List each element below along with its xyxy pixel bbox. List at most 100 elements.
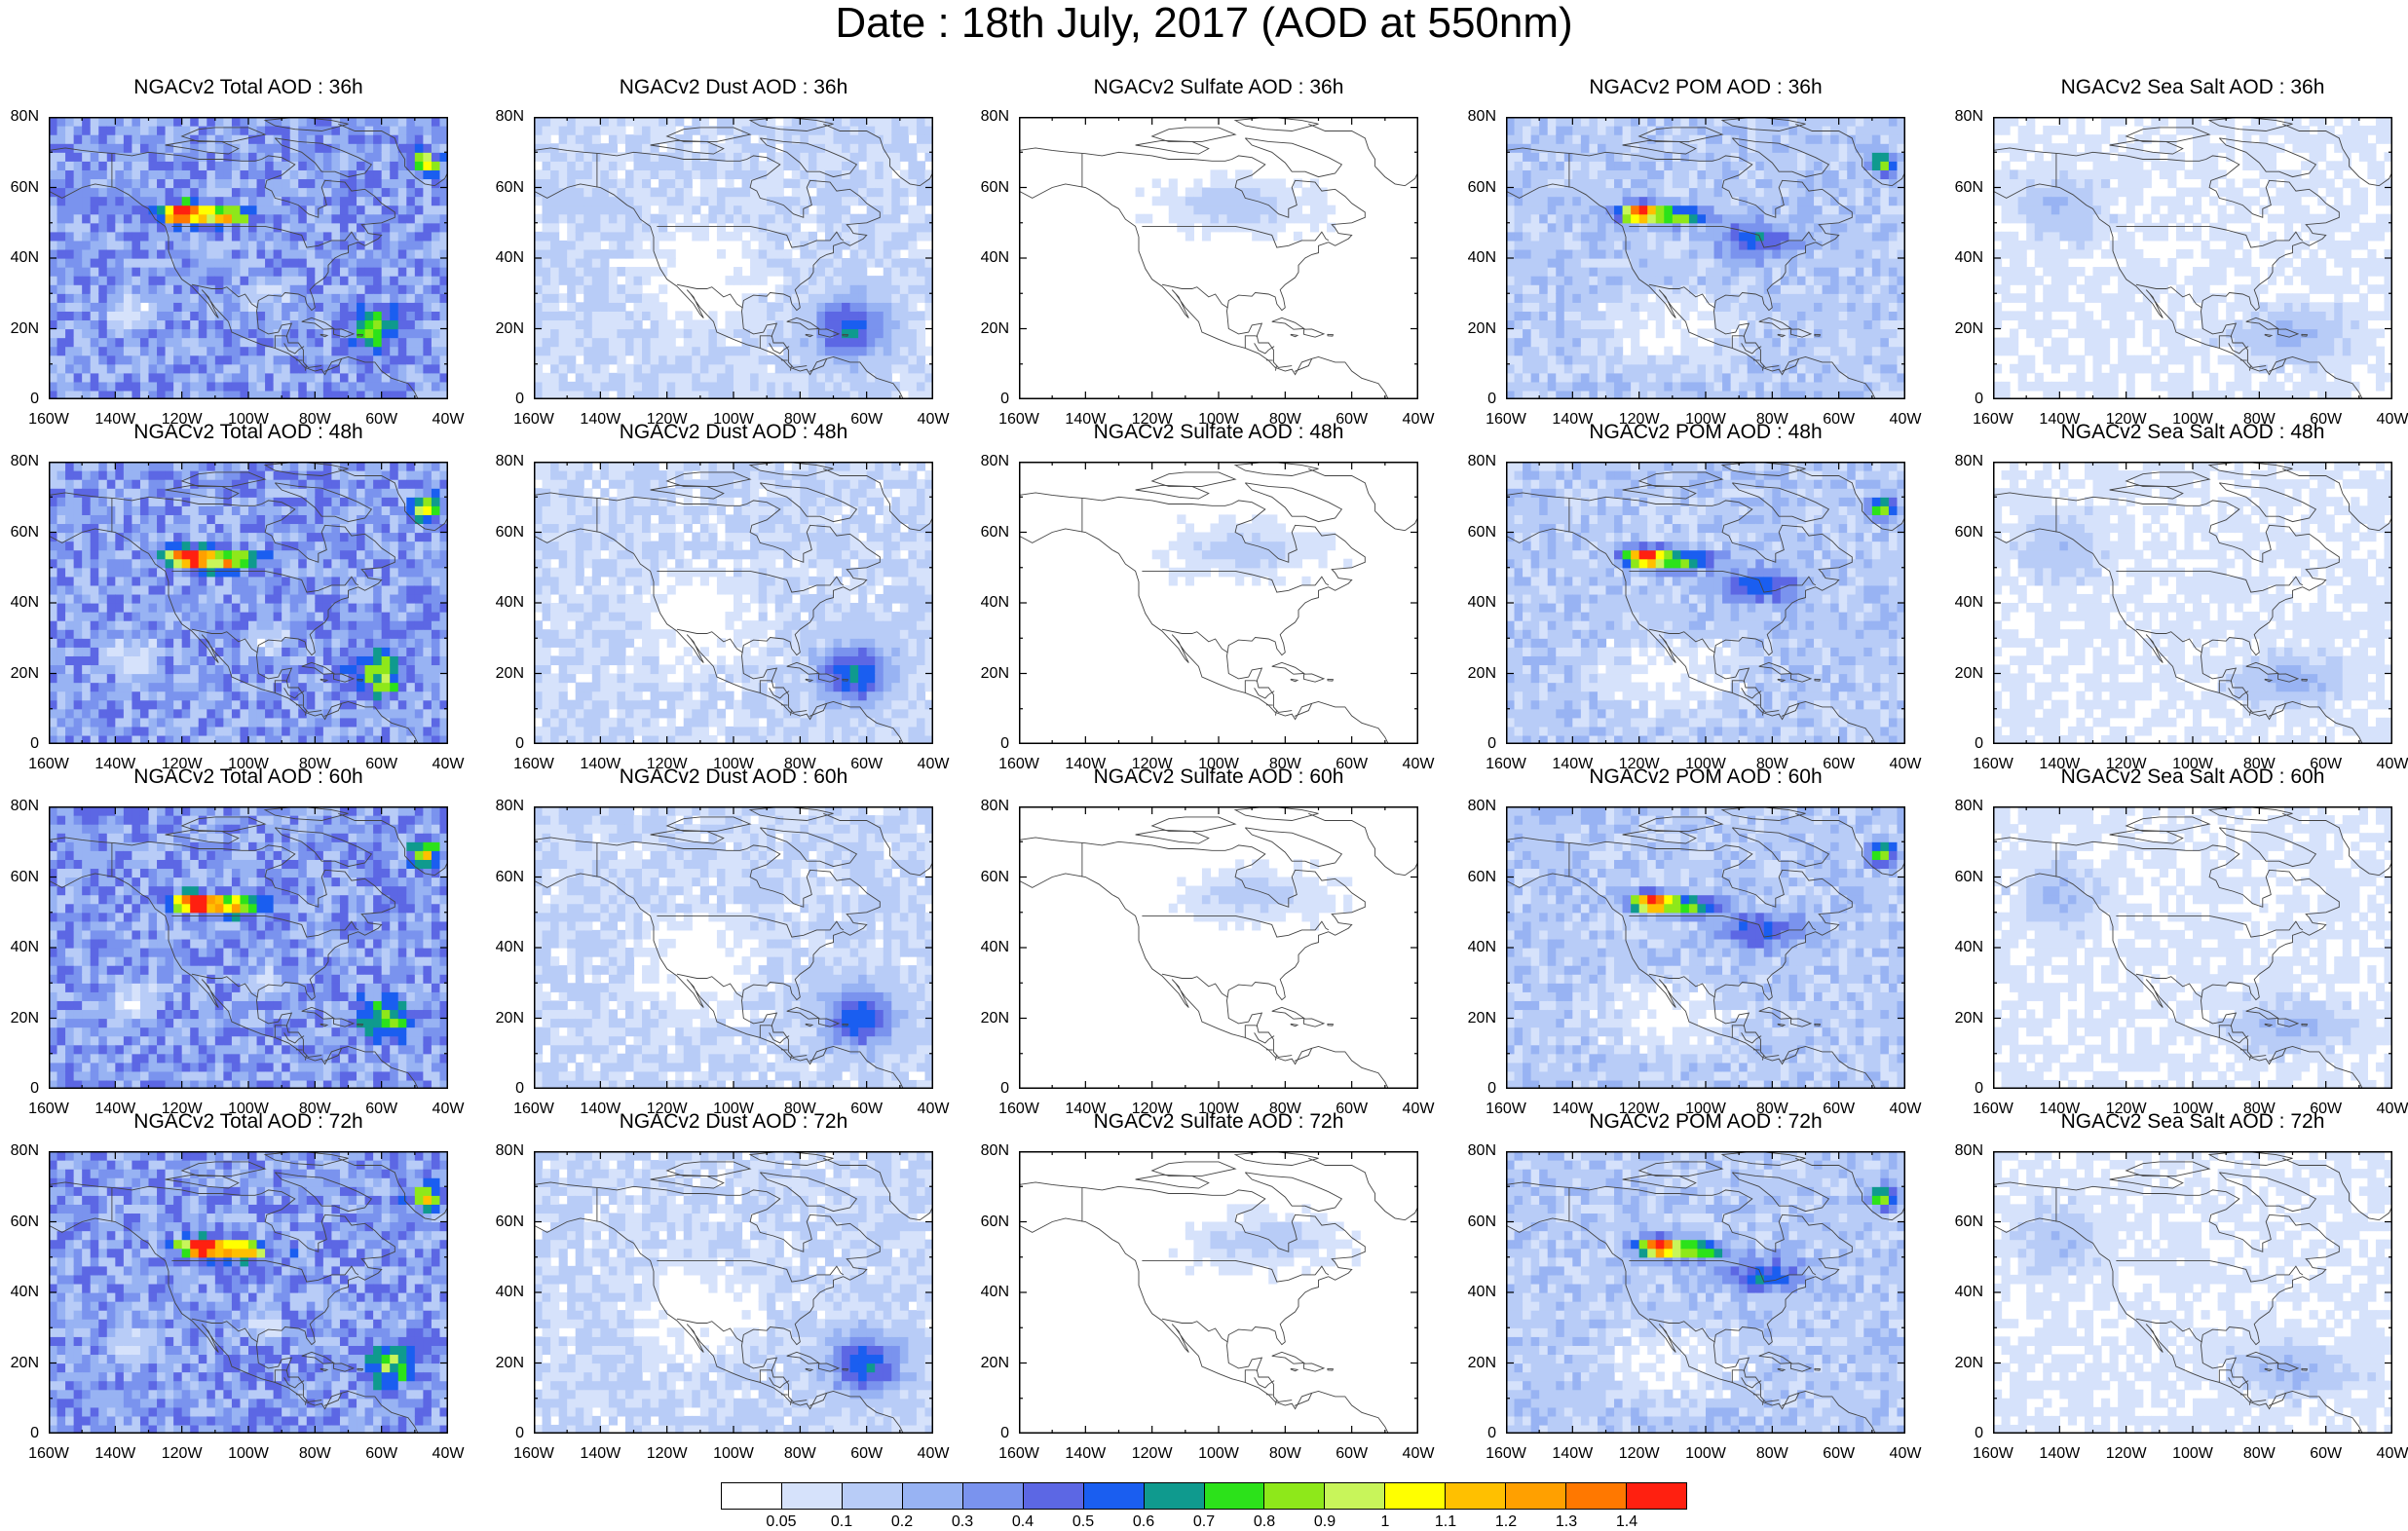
lon-tick-label: 160W: [1964, 1101, 2022, 1118]
lon-tick-label: 60W: [838, 1101, 896, 1118]
aod-field: [1168, 859, 1353, 931]
lat-tick-label: 40N: [1935, 249, 1983, 267]
lon-tick-label: 120W: [153, 756, 211, 773]
lon-tick-label: 60W: [353, 411, 411, 429]
lat-tick-label: 40N: [475, 594, 524, 612]
lon-tick-label: 100W: [219, 756, 278, 773]
lat-tick-label: 60N: [475, 524, 524, 541]
lon-tick-label: 60W: [353, 756, 411, 773]
lat-tick-label: 40N: [1935, 594, 1983, 612]
map-panel-seasalt-60h: NGACv2 Sea Salt AOD : 60h 80N 60N 40N 20N 0 16…: [1955, 766, 2408, 1117]
lat-tick-label: 40N: [0, 594, 39, 612]
colorbar-swatch: [1203, 1482, 1264, 1510]
lon-tick-label: 160W: [1477, 411, 1535, 429]
lon-tick-label: 40W: [1876, 1101, 1935, 1118]
panel-title: NGACv2 Sea Salt AOD : 36h: [1993, 76, 2392, 99]
coastlines: [1019, 462, 1418, 744]
lat-tick-label: 60N: [475, 869, 524, 886]
lon-tick-label: 60W: [1323, 411, 1381, 429]
lon-tick-label: 60W: [2297, 1445, 2355, 1463]
lon-tick-label: 120W: [638, 1445, 696, 1463]
map-panel-seasalt-36h: NGACv2 Sea Salt AOD : 36h 80N 60N 40N 20N 0 16…: [1955, 76, 2408, 428]
lon-tick-label: 80W: [1743, 1101, 1801, 1118]
lat-tick-label: 0: [0, 735, 39, 753]
lon-tick-label: 100W: [219, 1101, 278, 1118]
lon-tick-label: 80W: [1743, 411, 1801, 429]
lon-tick-label: 160W: [505, 1101, 563, 1118]
coastlines: [1506, 462, 1905, 744]
lat-tick-label: 60N: [0, 1214, 39, 1231]
lon-tick-label: 160W: [505, 1445, 563, 1463]
lat-tick-label: 0: [960, 391, 1009, 408]
colorbar-label: 1.4: [1602, 1513, 1651, 1531]
coastlines: [1993, 462, 2392, 744]
map-frame: [1019, 117, 1418, 399]
lat-tick-label: 80N: [0, 1142, 39, 1160]
lat-tick-label: 80N: [1448, 1142, 1496, 1160]
lon-tick-label: 120W: [1610, 1445, 1669, 1463]
lon-tick-label: 100W: [2163, 1445, 2222, 1463]
aod-map: [1506, 806, 1905, 1089]
lat-tick-label: 80N: [475, 108, 524, 126]
colorbar-label: 0.1: [817, 1513, 866, 1531]
lon-tick-label: 40W: [1876, 756, 1935, 773]
lon-tick-label: 140W: [1056, 756, 1114, 773]
lon-tick-label: 160W: [990, 1445, 1048, 1463]
lat-tick-label: 0: [1448, 735, 1496, 753]
lon-tick-label: 80W: [1256, 1445, 1314, 1463]
aod-map: [1019, 806, 1418, 1089]
lon-tick-label: 140W: [86, 411, 144, 429]
map-panel-dust-36h: NGACv2 Dust AOD : 36h 80N 60N 40N 20N 0 160W 14…: [496, 76, 950, 428]
lon-tick-label: 160W: [19, 1445, 78, 1463]
lon-tick-label: 120W: [153, 1101, 211, 1118]
lon-tick-label: 140W: [86, 1101, 144, 1118]
lat-tick-label: 20N: [1935, 320, 1983, 338]
lon-tick-label: 140W: [2030, 411, 2088, 429]
colorbar-swatch: [780, 1482, 842, 1510]
lon-tick-label: 140W: [1543, 756, 1601, 773]
lon-tick-label: 80W: [2230, 1445, 2288, 1463]
lon-tick-label: 160W: [1964, 756, 2022, 773]
panel-title: NGACv2 Dust AOD : 36h: [534, 76, 933, 99]
lat-tick-label: 0: [1935, 1425, 1983, 1442]
lon-tick-label: 60W: [838, 411, 896, 429]
lat-tick-label: 40N: [960, 594, 1009, 612]
lon-tick-label: 80W: [1743, 1445, 1801, 1463]
lon-tick-label: 160W: [1964, 1445, 2022, 1463]
lon-tick-label: 160W: [505, 411, 563, 429]
coastlines: [1993, 806, 2392, 1089]
lon-tick-label: 120W: [638, 411, 696, 429]
aod-field: [1506, 806, 1905, 1089]
map-panel-pom-36h: NGACv2 POM AOD : 36h 80N 60N 40N 20N 0 160W 140…: [1468, 76, 1922, 428]
lon-tick-label: 100W: [1189, 756, 1248, 773]
aod-map: [1019, 117, 1418, 399]
lat-tick-label: 40N: [1448, 594, 1496, 612]
coastlines: [534, 806, 933, 1089]
lat-tick-label: 40N: [960, 939, 1009, 956]
lat-tick-label: 40N: [475, 1284, 524, 1301]
colorbar-swatch: [1143, 1482, 1204, 1510]
map-panel-dust-60h: NGACv2 Dust AOD : 60h 80N 60N 40N 20N 0 160W 14…: [496, 766, 950, 1117]
lat-tick-label: 0: [475, 1425, 524, 1442]
lon-tick-label: 40W: [904, 1101, 962, 1118]
panel-title: NGACv2 POM AOD : 72h: [1506, 1110, 1905, 1134]
lat-tick-label: 0: [475, 1080, 524, 1098]
lon-tick-label: 100W: [704, 1445, 763, 1463]
lon-tick-label: 100W: [219, 411, 278, 429]
aod-field: [1135, 169, 1336, 242]
lat-tick-label: 80N: [960, 1142, 1009, 1160]
lon-tick-label: 80W: [771, 411, 829, 429]
lon-tick-label: 140W: [1543, 411, 1601, 429]
aod-field: [1506, 1151, 1905, 1434]
lat-tick-label: 0: [1448, 391, 1496, 408]
lon-tick-label: 100W: [704, 1101, 763, 1118]
lat-tick-label: 40N: [0, 249, 39, 267]
aod-field: [1506, 462, 1905, 744]
lat-tick-label: 80N: [1448, 798, 1496, 815]
lat-tick-label: 40N: [0, 1284, 39, 1301]
lon-tick-label: 160W: [19, 411, 78, 429]
aod-field: [1993, 806, 2392, 1089]
coastlines: [49, 1151, 448, 1434]
colorbar-label: 0.9: [1300, 1513, 1349, 1531]
lon-tick-label: 140W: [571, 756, 629, 773]
